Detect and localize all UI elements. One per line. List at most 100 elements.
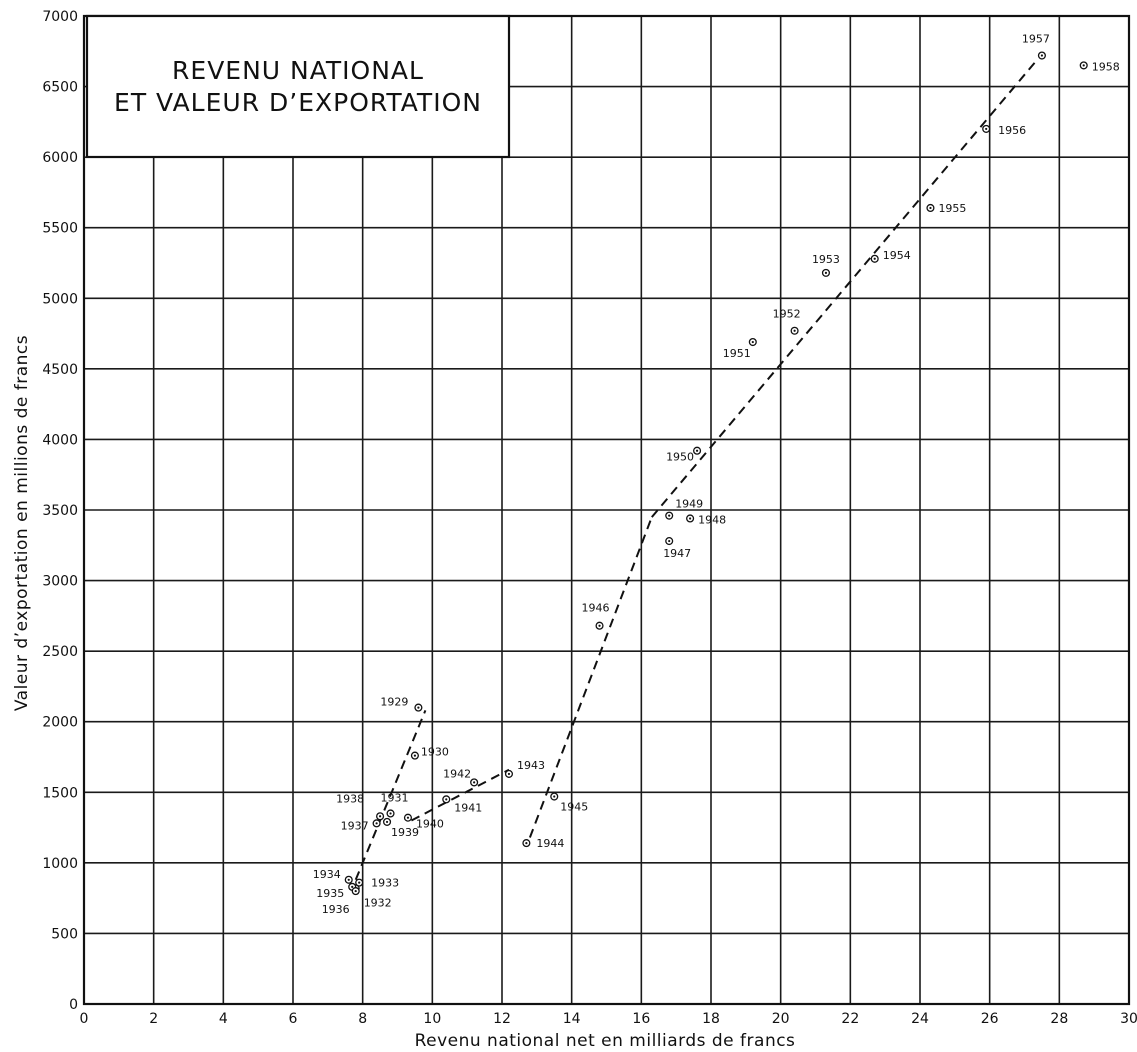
grid — [82, 14, 1131, 1006]
data-point-center — [406, 816, 410, 819]
data-point-label: 1931 — [381, 791, 409, 804]
data-point-label: 1934 — [313, 868, 341, 881]
x-tick-label: 14 — [563, 1011, 581, 1027]
trend-line — [528, 516, 653, 838]
chart-title-line-1: REVENU NATIONAL — [172, 56, 424, 85]
data-point-label: 1941 — [454, 801, 482, 814]
data-point-center — [473, 781, 476, 784]
data-point-label: 1944 — [536, 837, 564, 850]
data-point-label: 1957 — [1022, 33, 1050, 46]
data-point-label: 1943 — [517, 759, 545, 772]
data-point-label: 1950 — [666, 451, 694, 464]
data-point-label: 1945 — [560, 801, 588, 814]
data-point-label: 1935 — [316, 887, 344, 900]
y-tick-label: 0 — [69, 997, 78, 1013]
x-axis-ticks: 0 2 4 6 8 10 12 14 16 18 20 22 24 26 28 30 — [80, 1011, 1137, 1027]
trend-line — [410, 768, 510, 822]
title-box: REVENU NATIONAL ET VALEUR D’EXPORTATION — [85, 14, 511, 159]
data-point-center — [1082, 64, 1085, 67]
x-tick-label: 6 — [289, 1011, 298, 1027]
data-point-label: 1936 — [322, 903, 350, 916]
data-point-center — [689, 517, 692, 520]
y-tick-label: 5000 — [42, 291, 78, 307]
data-point-center — [378, 815, 382, 818]
data-point-center — [985, 127, 988, 131]
data-point-center — [598, 624, 601, 627]
y-tick-label: 2000 — [42, 715, 78, 731]
y-tick-label: 5500 — [42, 221, 78, 237]
y-tick-label: 1000 — [42, 856, 78, 872]
x-tick-label: 20 — [772, 1011, 790, 1027]
data-point-label: 1951 — [723, 347, 751, 360]
x-tick-label: 30 — [1120, 1011, 1137, 1027]
y-tick-label: 1500 — [42, 785, 78, 801]
data-point-label: 1955 — [938, 202, 966, 215]
data-points: 1929 1930 1931 1932 1933 1934 1935 1936 1937 1938… — [313, 33, 1120, 917]
data-point-label: 1939 — [391, 826, 419, 839]
data-point-center — [525, 841, 528, 845]
data-point-center — [385, 820, 389, 824]
x-tick-label: 0 — [80, 1011, 89, 1027]
data-point-center — [793, 329, 796, 332]
y-tick-label: 4500 — [42, 362, 78, 378]
trend-line — [354, 710, 427, 881]
data-point-label: 1946 — [582, 602, 610, 615]
data-point-center — [824, 271, 828, 274]
data-point-center — [929, 206, 932, 210]
x-tick-label: 4 — [219, 1011, 228, 1027]
data-point-label: 1958 — [1092, 60, 1120, 73]
title-box-frame — [85, 14, 511, 159]
y-tick-label: 4000 — [42, 432, 78, 448]
data-point-center — [389, 812, 392, 815]
trend-line — [651, 57, 1040, 518]
x-tick-label: 8 — [358, 1011, 367, 1027]
x-tick-label: 24 — [911, 1011, 929, 1027]
y-tick-label: 2500 — [42, 644, 78, 660]
y-axis-title: Valeur d’exportation en millions de fran… — [12, 335, 32, 711]
data-point-center — [507, 772, 511, 776]
data-point-center — [354, 889, 357, 893]
data-point-center — [375, 822, 378, 825]
data-point-label: 1937 — [341, 819, 369, 832]
data-point-label: 1933 — [371, 877, 399, 890]
trend-lines — [354, 57, 1040, 881]
y-tick-label: 500 — [51, 926, 78, 942]
x-tick-label: 10 — [423, 1011, 441, 1027]
data-point-center — [873, 257, 876, 260]
x-tick-label: 28 — [1050, 1011, 1068, 1027]
x-tick-label: 18 — [702, 1011, 720, 1027]
data-point-label: 1932 — [364, 896, 392, 909]
data-point-label: 1942 — [443, 767, 471, 780]
data-point-center — [445, 798, 448, 801]
data-point-center — [668, 514, 671, 517]
data-point-center — [751, 340, 754, 344]
data-point-label: 1947 — [663, 547, 691, 560]
data-point-label: 1949 — [675, 498, 703, 511]
y-tick-label: 6000 — [42, 150, 78, 166]
y-tick-label: 3000 — [42, 574, 78, 590]
data-point-label: 1954 — [883, 249, 911, 262]
data-point-label: 1940 — [416, 818, 444, 831]
data-point-label: 1953 — [812, 253, 840, 266]
plot-frame — [82, 14, 1131, 1006]
data-point-label: 1956 — [998, 124, 1026, 137]
data-point-center — [347, 878, 350, 881]
x-tick-label: 2 — [149, 1011, 158, 1027]
y-tick-label: 6500 — [42, 80, 78, 96]
y-axis-ticks: 0 500 1000 1500 2000 2500 3000 3500 4000 4500 5000… — [42, 9, 78, 1013]
data-point-label: 1952 — [773, 308, 801, 321]
data-point-center — [351, 885, 354, 888]
x-tick-label: 16 — [632, 1011, 650, 1027]
x-tick-label: 26 — [981, 1011, 999, 1027]
x-tick-label: 12 — [493, 1011, 511, 1027]
y-tick-label: 3500 — [42, 503, 78, 519]
data-point-center — [1040, 54, 1044, 57]
data-point-label: 1929 — [380, 696, 408, 709]
y-tick-label: 7000 — [42, 9, 78, 25]
x-axis-title: Revenu national net en milliards de fran… — [415, 1031, 796, 1051]
data-point-center — [358, 881, 361, 884]
data-point-center — [413, 754, 417, 757]
data-point-center — [668, 539, 671, 543]
